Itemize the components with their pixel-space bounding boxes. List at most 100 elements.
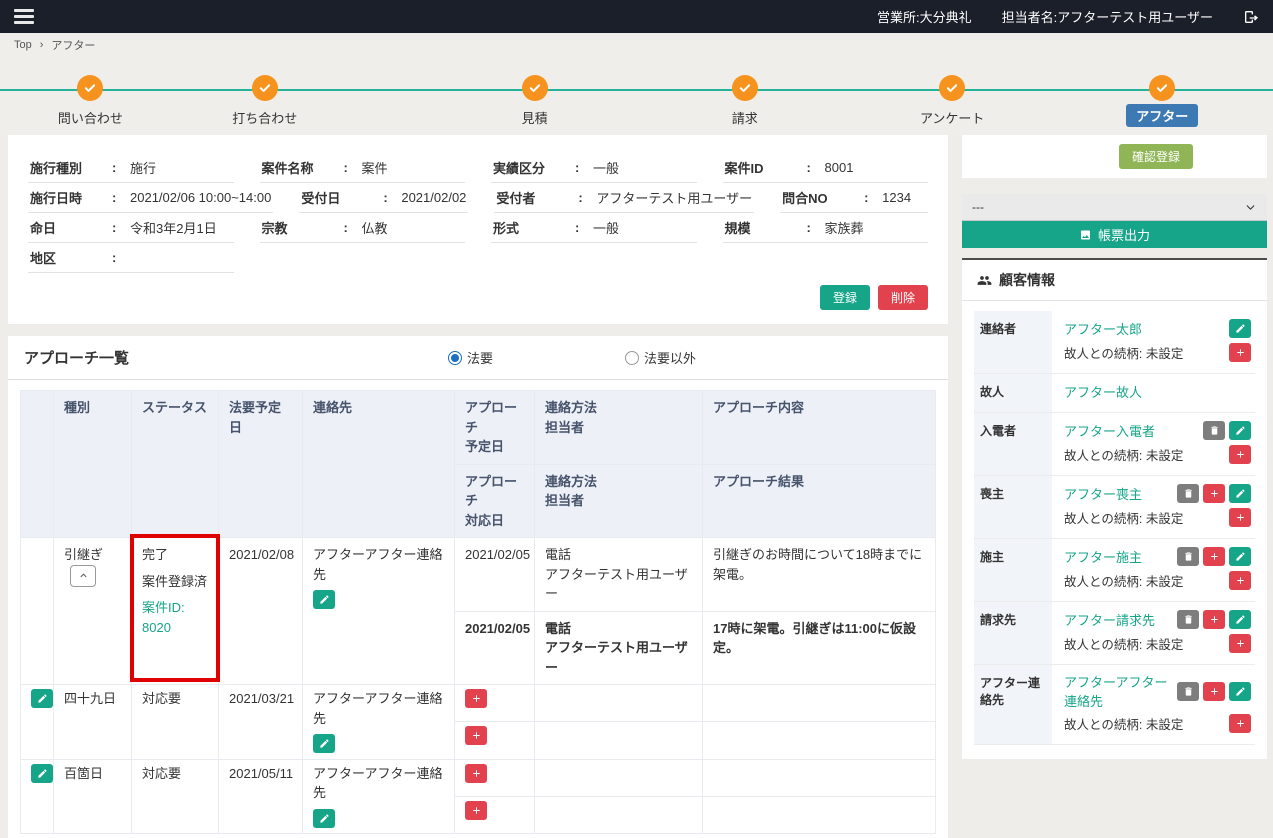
- confirm-card: 確認登録: [962, 135, 1267, 178]
- breadcrumb: Top › アフター: [0, 33, 1273, 56]
- contact-cell: アフターアフター連絡先: [302, 758, 455, 834]
- customer-row-contact-person: 連絡者 アフター太郎 故人との続柄: 未設定: [974, 311, 1255, 374]
- top-bar: 営業所:大分典礼 担当者名:アフターテスト用ユーザー: [0, 0, 1273, 33]
- contact-cell: アフターアフター連絡先: [302, 684, 455, 760]
- step-after[interactable]: アフター: [1102, 56, 1222, 127]
- step-meeting[interactable]: 打ち合わせ: [205, 56, 325, 127]
- relation-text: 故人との続柄: 未設定: [1064, 638, 1184, 652]
- field-scale: 規模: 家族葬: [722, 213, 928, 243]
- customer-name-link[interactable]: アフター入電者: [1064, 424, 1156, 439]
- plan-method-cell: 電話 アフターテスト用ユーザー: [534, 537, 703, 612]
- customer-name-link[interactable]: アフターアフター連絡先: [1064, 675, 1168, 709]
- status-cell-highlighted: 完了 案件登録済 案件ID: 8020: [130, 534, 220, 685]
- col-contact-method-person: 連絡方法 担当者: [534, 390, 703, 465]
- trash-icon[interactable]: [1203, 421, 1225, 440]
- field-result-class: 実績区分: 一般: [491, 153, 697, 183]
- table-row-49nichi: 四十九日 対応要 2021/03/21 アフターアフター連絡先: [20, 683, 936, 760]
- edit-icon[interactable]: [1229, 484, 1251, 503]
- add-icon[interactable]: [465, 726, 487, 746]
- report-output-button[interactable]: 帳票出力: [962, 221, 1267, 248]
- menu-icon[interactable]: [14, 9, 34, 24]
- collapse-up-icon[interactable]: [70, 564, 96, 587]
- edit-icon[interactable]: [1229, 421, 1251, 440]
- stepper-line: [0, 89, 1273, 91]
- register-button[interactable]: 登録: [819, 285, 870, 310]
- add-icon[interactable]: [465, 800, 487, 820]
- customer-name-link[interactable]: アフター請求先: [1064, 613, 1156, 628]
- edit-icon[interactable]: [313, 590, 335, 609]
- col-approach-act-date: アプローチ 対応日: [454, 463, 535, 538]
- approach-list-title: アプローチ一覧: [24, 350, 130, 367]
- edit-icon[interactable]: [313, 734, 335, 753]
- add-icon[interactable]: [1229, 634, 1251, 653]
- approach-list-card: アプローチ一覧 法要 法要以外 種別 ステータス: [8, 336, 948, 838]
- field-execution-type: 施行種別: 施行: [28, 153, 234, 183]
- col-approach-result: アプローチ結果: [702, 463, 936, 538]
- step-estimate[interactable]: 見積: [475, 56, 595, 127]
- add-icon[interactable]: [465, 763, 487, 783]
- edit-icon[interactable]: [31, 689, 53, 708]
- trash-icon[interactable]: [1177, 610, 1199, 629]
- add-icon[interactable]: [1229, 714, 1251, 733]
- customer-row-organizer: 施主 アフター施主 故人との続柄: 未設定: [974, 539, 1255, 602]
- image-icon: [1080, 230, 1090, 239]
- radio-houyou[interactable]: 法要: [448, 348, 493, 367]
- act-result-cell: 17時に架電。引継ぎは11:00に仮設定。: [702, 610, 936, 685]
- status-done: 完了: [142, 547, 169, 562]
- add-icon[interactable]: [1203, 484, 1225, 503]
- customer-row-after-contact: アフター連絡先 アフターアフター連絡先 故人との続柄: 未設定: [974, 665, 1255, 745]
- field-case-name: 案件名称: 案件: [259, 153, 465, 183]
- field-death-date: 命日: 令和3年2月1日: [28, 213, 234, 243]
- customer-name-link[interactable]: アフター喪主: [1064, 487, 1143, 502]
- customer-name-link[interactable]: アフター施主: [1064, 550, 1143, 565]
- add-icon[interactable]: [1203, 681, 1225, 701]
- trash-icon[interactable]: [1177, 484, 1199, 503]
- edit-icon[interactable]: [1229, 319, 1251, 338]
- plan-content-cell: 引継ぎのお時間について18時までに架電。: [702, 537, 936, 612]
- customer-row-billing: 請求先 アフター請求先 故人との続柄: 未設定: [974, 602, 1255, 665]
- add-icon[interactable]: [1229, 571, 1251, 590]
- step-survey[interactable]: アンケート: [892, 56, 1012, 127]
- add-icon[interactable]: [465, 689, 487, 708]
- user-label: 担当者名:アフターテスト用ユーザー: [1001, 10, 1213, 25]
- report-select[interactable]: ---: [962, 194, 1267, 221]
- customer-name-link[interactable]: アフター太郎: [1064, 322, 1143, 337]
- act-date-cell: 2021/02/05: [454, 610, 535, 685]
- add-icon[interactable]: [1203, 610, 1225, 629]
- houyou-date-cell: 2021/03/21: [218, 684, 303, 760]
- chevron-down-icon: [1246, 204, 1255, 210]
- col-approach-content: アプローチ内容: [702, 390, 936, 465]
- edit-icon[interactable]: [1229, 547, 1251, 566]
- edit-icon[interactable]: [313, 808, 335, 828]
- add-icon[interactable]: [1229, 343, 1251, 362]
- case-id-link[interactable]: 案件ID: 8020: [142, 600, 185, 635]
- confirm-register-button[interactable]: 確認登録: [1118, 144, 1193, 169]
- check-icon: [251, 75, 278, 101]
- col-status: ステータス: [131, 390, 219, 538]
- add-icon[interactable]: [1229, 445, 1251, 464]
- type-cell: 百箇日: [53, 758, 132, 834]
- customer-name-link[interactable]: アフター故人: [1064, 385, 1143, 400]
- field-religion: 宗教: 仏教: [259, 213, 465, 243]
- trash-icon[interactable]: [1177, 681, 1199, 701]
- edit-icon[interactable]: [1229, 681, 1251, 701]
- field-receptionist: 受付者: アフターテスト用ユーザー: [494, 183, 755, 213]
- add-icon[interactable]: [1203, 547, 1225, 566]
- trash-icon[interactable]: [1177, 547, 1199, 566]
- status-cell: 対応要: [131, 684, 219, 760]
- step-inquiry[interactable]: 問い合わせ: [30, 56, 150, 127]
- delete-button[interactable]: 削除: [877, 285, 928, 310]
- radio-unselected-icon: [625, 350, 639, 365]
- edit-icon[interactable]: [1229, 610, 1251, 629]
- report-card: --- 帳票出力: [962, 194, 1267, 248]
- table-row-hyakkanichi: 百箇日 対応要 2021/05/11 アフターアフター連絡先: [20, 758, 936, 834]
- radio-houyou-other[interactable]: 法要以外: [625, 348, 696, 367]
- edit-icon[interactable]: [31, 763, 53, 783]
- col-contact: 連絡先: [302, 390, 455, 538]
- check-icon: [521, 75, 548, 101]
- breadcrumb-home[interactable]: Top: [14, 38, 32, 51]
- step-billing[interactable]: 請求: [685, 56, 805, 127]
- add-icon[interactable]: [1229, 508, 1251, 527]
- radio-selected-icon: [448, 350, 462, 365]
- logout-icon[interactable]: [1243, 9, 1259, 25]
